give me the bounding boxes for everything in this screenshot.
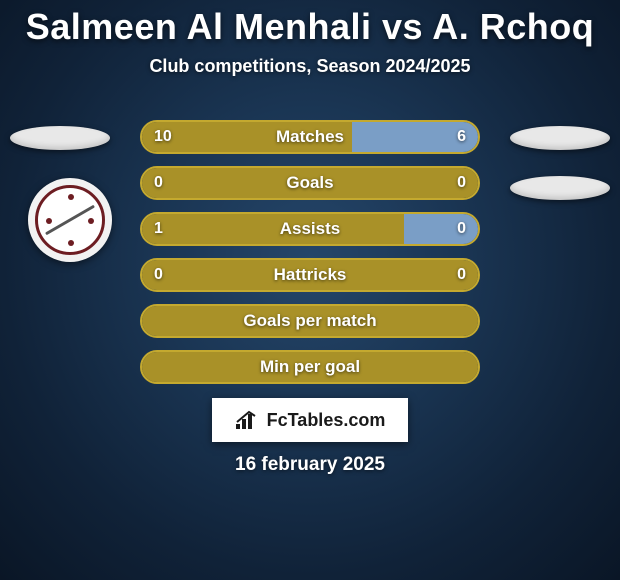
vs-text: vs xyxy=(382,6,423,47)
club-badge-dot xyxy=(68,240,74,246)
stat-bar-fill-left xyxy=(142,214,404,244)
stat-bar-track xyxy=(140,350,480,384)
stat-bar-track xyxy=(140,304,480,338)
team-logo-placeholder-right-1 xyxy=(510,126,610,150)
stat-bar-fill-left xyxy=(142,122,352,152)
watermark: FcTables.com xyxy=(212,398,408,442)
stat-row: Assists10 xyxy=(140,212,480,246)
player1-name: Salmeen Al Menhali xyxy=(26,6,372,47)
stat-bar-fill-left xyxy=(142,168,478,198)
club-badge-dot xyxy=(68,194,74,200)
stat-row: Goals00 xyxy=(140,166,480,200)
stat-bar-fill-right xyxy=(352,122,478,152)
stat-row: Hattricks00 xyxy=(140,258,480,292)
watermark-text: FcTables.com xyxy=(267,410,386,431)
club-badge-inner xyxy=(35,185,105,255)
fctables-logo-icon xyxy=(235,410,261,430)
content-root: Salmeen Al Menhali vs A. Rchoq Club comp… xyxy=(0,0,620,580)
stat-row: Matches106 xyxy=(140,120,480,154)
stat-bar-track xyxy=(140,120,480,154)
stat-bar-fill-left xyxy=(142,352,478,382)
stat-bar-track xyxy=(140,166,480,200)
team-logo-placeholder-left xyxy=(10,126,110,150)
stat-bar-track xyxy=(140,258,480,292)
stat-bar-track xyxy=(140,212,480,246)
stat-bar-fill-right xyxy=(404,214,478,244)
stat-row: Min per goal xyxy=(140,350,480,384)
stat-bar-fill-left xyxy=(142,306,478,336)
subtitle: Club competitions, Season 2024/2025 xyxy=(0,56,620,77)
stat-row: Goals per match xyxy=(140,304,480,338)
stat-bar-fill-left xyxy=(142,260,478,290)
club-badge xyxy=(28,178,112,262)
club-badge-dot xyxy=(46,218,52,224)
date-text: 16 february 2025 xyxy=(0,454,620,476)
player2-name: A. Rchoq xyxy=(432,6,594,47)
page-title: Salmeen Al Menhali vs A. Rchoq xyxy=(0,0,620,48)
club-badge-dot xyxy=(88,218,94,224)
team-logo-placeholder-right-2 xyxy=(510,176,610,200)
stats-bar-chart: Matches106 Goals00 Assists10 Hattricks00 Goa… xyxy=(140,120,480,396)
